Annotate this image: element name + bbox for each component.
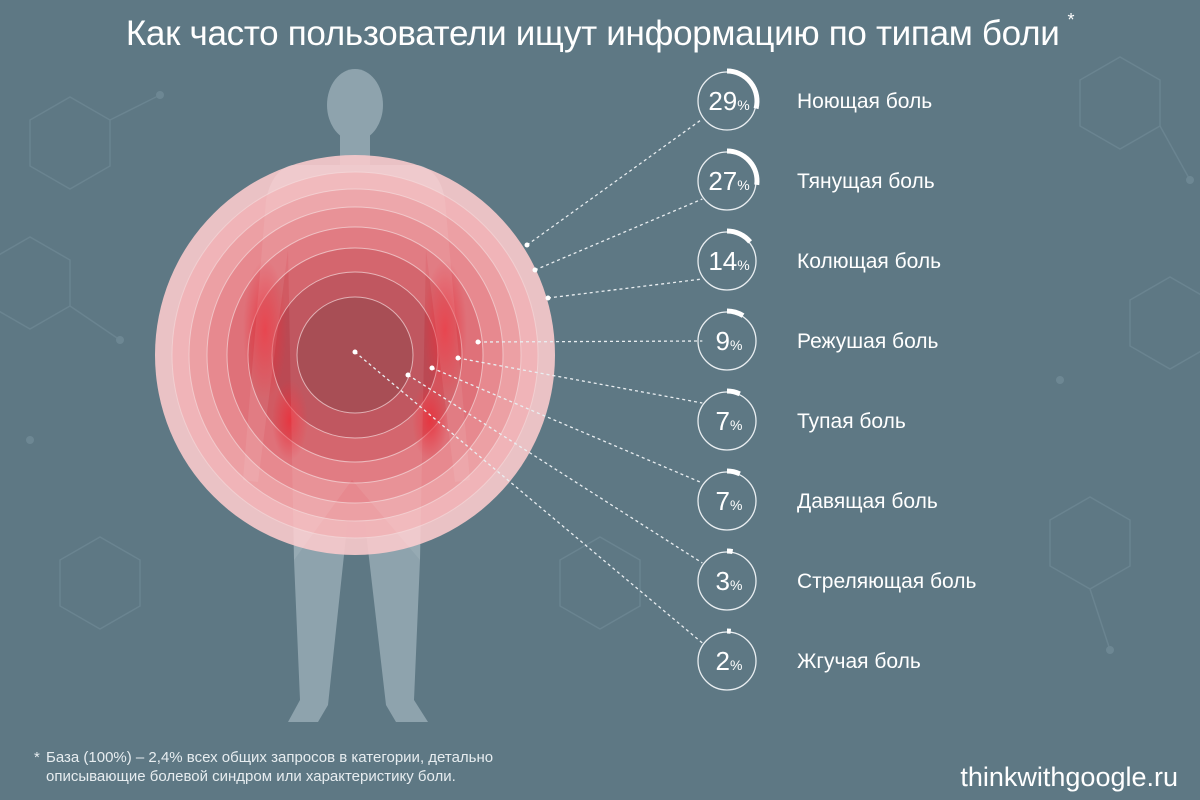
connector-line (527, 119, 702, 245)
connector-dot (456, 356, 461, 361)
connector-dot (430, 366, 435, 371)
value-arc (727, 231, 750, 242)
footnote-line-2: описывающие болевой синдром или характер… (46, 767, 493, 786)
value-arc (727, 471, 740, 474)
value-arc (727, 551, 733, 552)
footnote-line-1: База (100%) – 2,4% всех общих запросов в… (46, 748, 493, 767)
category-label: Стреляющая боль (797, 570, 976, 593)
value-label: 14% (708, 246, 749, 276)
connector-dot (533, 268, 538, 273)
connector-dot (353, 350, 358, 355)
value-label: 7% (716, 486, 743, 516)
footnote: * База (100%) – 2,4% всех общих запросов… (46, 748, 493, 786)
connector-dot (406, 373, 411, 378)
connector-dot (525, 243, 530, 248)
value-badges: 29% Ноющая боль 27% Тянущая боль 14% Колющая … (698, 71, 976, 690)
connector-line (535, 199, 702, 270)
category-label: Тупая боль (797, 410, 906, 433)
value-label: 7% (716, 406, 743, 436)
footnote-asterisk: * (34, 748, 40, 767)
pain-target-rings (155, 155, 555, 560)
value-label: 3% (716, 566, 743, 596)
value-label: 2% (716, 646, 743, 676)
value-label: 27% (708, 166, 749, 196)
connector-dot (546, 296, 551, 301)
value-arc (727, 391, 740, 394)
category-label: Режушая боль (797, 330, 939, 353)
category-label: Колющая боль (797, 250, 941, 273)
category-label: Давящая боль (797, 490, 938, 513)
category-label: Жгучая боль (797, 650, 921, 673)
value-arc (727, 311, 743, 316)
value-label: 29% (708, 86, 749, 116)
category-label: Тянущая боль (797, 170, 935, 193)
category-label: Ноющая боль (797, 90, 932, 113)
connector-line (548, 279, 702, 298)
value-label: 9% (716, 326, 743, 356)
connector-dot (476, 340, 481, 345)
brand-link[interactable]: thinkwithgoogle.ru (960, 762, 1178, 793)
